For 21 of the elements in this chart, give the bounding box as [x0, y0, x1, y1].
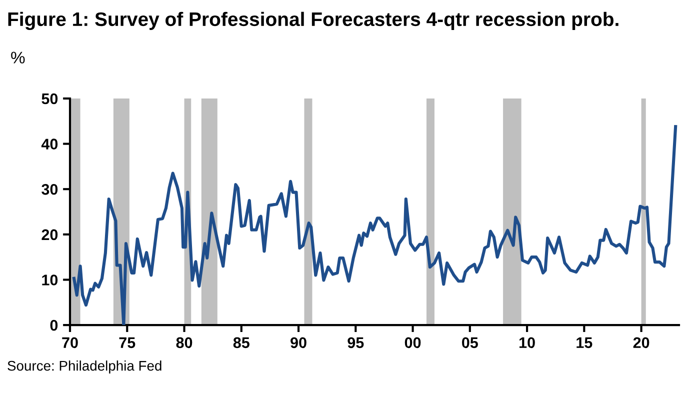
x-tick-label: 95 — [348, 337, 364, 348]
y-tick-label: 50 — [42, 93, 58, 104]
y-tick-label: 20 — [42, 229, 58, 240]
x-tick-label: 90 — [290, 337, 306, 348]
line-series — [72, 125, 678, 326]
x-tick-label: 80 — [176, 337, 192, 348]
x-tick-label: 05 — [462, 337, 478, 348]
x-tick-label: 15 — [576, 337, 592, 348]
x-tick-label: 20 — [633, 337, 650, 348]
x-tick-label: 10 — [520, 337, 535, 348]
y-axis-title: % — [11, 52, 25, 64]
y-tick-label: 40 — [41, 138, 58, 150]
source-note: Source: Philadelphia Fed — [8, 360, 162, 374]
x-tick-label: 70 — [62, 337, 78, 348]
y-tick-label: 10 — [42, 274, 58, 286]
x-tick-label: 75 — [119, 337, 136, 348]
y-tick-label: 30 — [42, 184, 58, 195]
x-tick-label: 85 — [233, 337, 250, 348]
x-tick-label: 00 — [404, 337, 421, 348]
chart-title: Figure 1: Survey of Professional Forecasters 4-qtr recession prob. — [8, 12, 618, 30]
y-tick-label: 0 — [50, 320, 58, 331]
